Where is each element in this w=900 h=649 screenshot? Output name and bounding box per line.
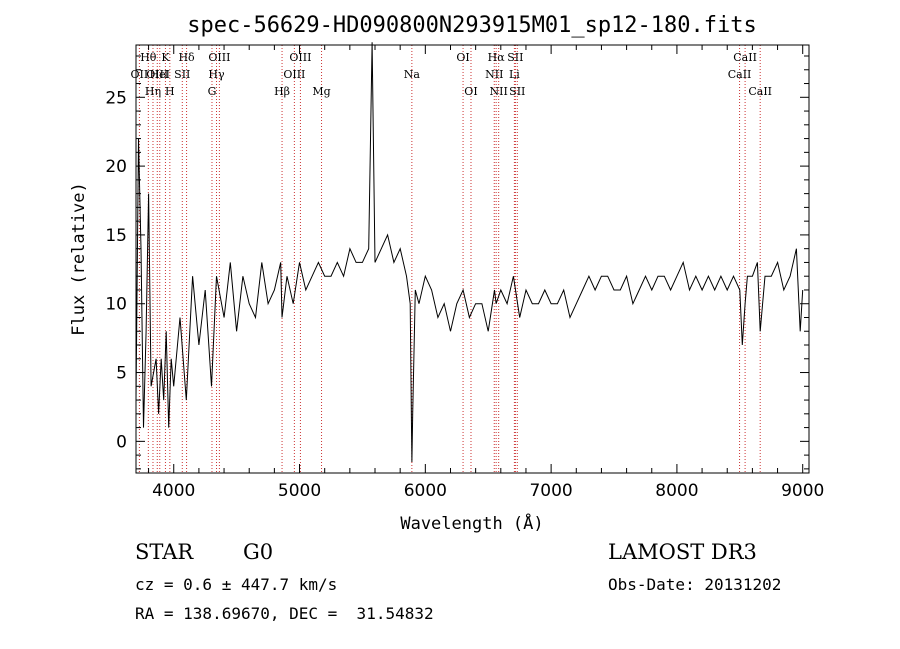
x-axis-ticks: 4000 5000 6000 7000 8000 9000 <box>148 45 824 501</box>
chart-title: spec-56629-HD090800N293915M01_sp12-180.f… <box>187 13 757 38</box>
marker-label: OIII <box>283 68 305 81</box>
y-tick-label: 10 <box>105 295 127 315</box>
x-tick-label: 7000 <box>529 481 572 501</box>
coordinates: RA = 138.69670, DEC = 31.54832 <box>135 604 434 623</box>
y-tick-label: 20 <box>105 157 127 177</box>
redshift-text: cz = 0.6 ± 447.7 km/s <box>135 575 338 594</box>
spectrum-line <box>135 42 804 463</box>
marker-label: CaII <box>733 51 757 64</box>
marker-label: Hγ <box>208 68 225 81</box>
marker-label: H <box>165 85 175 98</box>
obs-date: Obs-Date: 20131202 <box>608 575 782 594</box>
y-axis-ticks: 0 5 10 15 20 25 <box>105 55 809 470</box>
marker-label: OIII <box>289 51 311 64</box>
marker-label: G <box>208 85 217 98</box>
y-tick-label: 0 <box>116 432 127 452</box>
marker-label: Hη <box>145 85 161 98</box>
marker-label: Hα <box>488 51 506 64</box>
marker-label: OII <box>131 68 149 81</box>
marker-label: OIII <box>146 68 168 81</box>
x-tick-label: 6000 <box>404 481 447 501</box>
marker-label: OI <box>464 85 477 98</box>
y-tick-label: 25 <box>105 88 127 108</box>
marker-label: NII <box>490 85 508 98</box>
marker-label: K <box>161 51 170 64</box>
marker-label: Na <box>404 68 421 81</box>
marker-label: NII <box>485 68 503 81</box>
x-tick-label: 4000 <box>152 481 195 501</box>
marker-label: SII <box>509 85 525 98</box>
marker-label: HeI <box>150 68 170 81</box>
marker-label: Hδ <box>178 51 195 64</box>
y-tick-label: 15 <box>105 226 127 246</box>
x-tick-label: 8000 <box>655 481 698 501</box>
object-type: STAR <box>135 540 194 564</box>
marker-label: CaII <box>748 85 772 98</box>
x-tick-label: 5000 <box>278 481 321 501</box>
x-tick-label: 9000 <box>781 481 824 501</box>
marker-lines <box>138 45 761 473</box>
marker-label: CaII <box>728 68 752 81</box>
marker-label: SII <box>507 51 523 64</box>
marker-label: SII <box>174 68 190 81</box>
marker-label: Li <box>509 68 520 81</box>
plot-frame <box>135 44 810 474</box>
survey-name: LAMOST DR3 <box>608 540 757 564</box>
marker-label: Hβ <box>274 85 290 98</box>
marker-label: Hθ <box>140 51 157 64</box>
x-axis-label: Wavelength (Å) <box>400 512 543 534</box>
y-tick-label: 5 <box>116 364 127 384</box>
marker-label: OI <box>456 51 469 64</box>
marker-label: Mg <box>312 85 330 98</box>
y-axis-label: Flux (relative) <box>69 182 89 336</box>
marker-label: OIII <box>208 51 230 64</box>
object-subclass: G0 <box>243 540 274 564</box>
